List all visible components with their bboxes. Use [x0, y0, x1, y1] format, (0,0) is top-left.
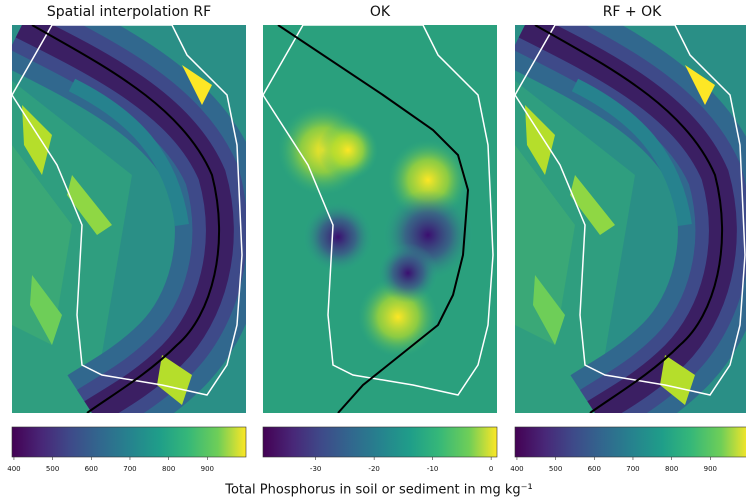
- colorbar-tick-label: 400: [510, 465, 523, 473]
- panel-title: Spatial interpolation RF: [47, 4, 211, 20]
- colorbar-tick-label: -10: [427, 465, 438, 473]
- colorbar-tick-label: 900: [704, 465, 717, 473]
- colorbar-tick-label: 600: [85, 465, 98, 473]
- map-ok: [263, 25, 497, 413]
- colorbar-tick-label: 700: [626, 465, 639, 473]
- panel-title: OK: [370, 4, 391, 20]
- map-rf: [0, 25, 246, 413]
- colorbar-tick-label: 600: [588, 465, 601, 473]
- colorbar: [11, 426, 247, 458]
- colorbar-tick-label: 500: [46, 465, 59, 473]
- colorbar-tick-label: 800: [162, 465, 175, 473]
- map-rf-ok: [495, 25, 746, 413]
- colorbar-tick-label: -20: [368, 465, 379, 473]
- panel-title: RF + OK: [603, 4, 662, 20]
- colorbar-tick-label: 500: [549, 465, 562, 473]
- colorbar-tick-label: 0: [489, 465, 493, 473]
- colorbar-tick-label: -30: [310, 465, 321, 473]
- colorbar: [262, 426, 498, 458]
- colorbar: [514, 426, 746, 458]
- colorbar-label: Total Phosphorus in soil or sediment in …: [224, 483, 532, 498]
- colorbar-tick-label: 900: [201, 465, 214, 473]
- colorbar-tick-label: 800: [665, 465, 678, 473]
- colorbar-tick-label: 400: [7, 465, 20, 473]
- colorbar-tick-label: 700: [123, 465, 136, 473]
